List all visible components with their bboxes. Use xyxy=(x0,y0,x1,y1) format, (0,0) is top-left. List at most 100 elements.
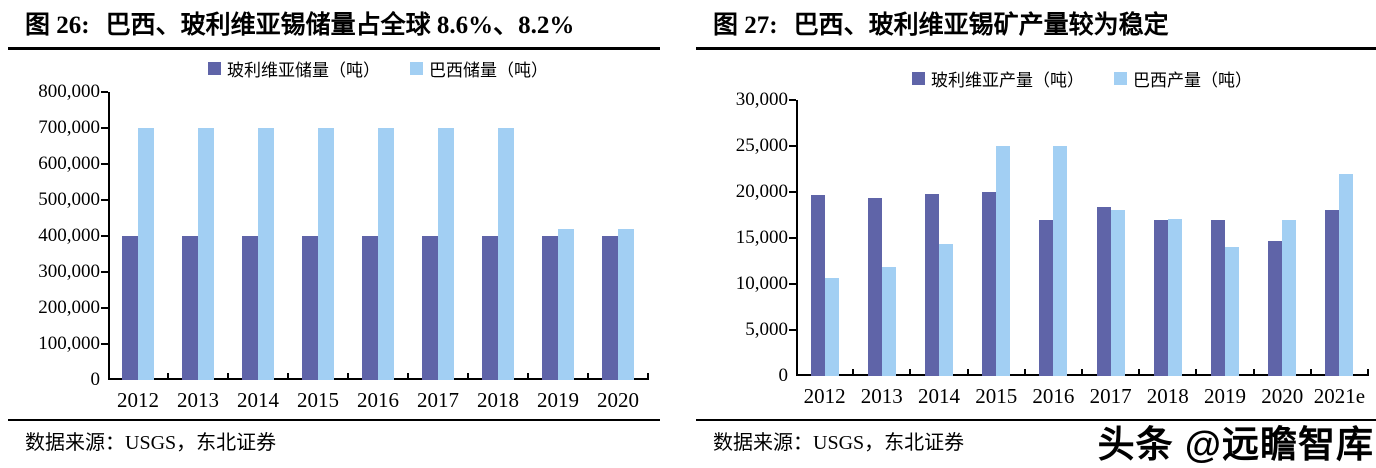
x-axis-tick xyxy=(1195,369,1198,376)
bar-2016 xyxy=(378,128,394,380)
y-axis-tick xyxy=(789,237,796,239)
x-axis-label: 2013 xyxy=(860,384,903,408)
x-axis-label: 2018 xyxy=(477,388,519,412)
bar-2017 xyxy=(422,236,438,380)
x-axis-label: 2021e xyxy=(1313,384,1366,408)
x-axis-tick xyxy=(587,373,589,380)
legend-label: 巴西储量（吨） xyxy=(429,61,548,80)
x-axis-tick xyxy=(527,373,529,380)
figure-26: 图 26: 巴西、玻利维亚锡储量占全球 8.6%、8.2% 玻利维亚储量（吨） 巴西… xyxy=(8,0,660,468)
bar-2017 xyxy=(438,128,454,380)
bar-2020 xyxy=(1282,220,1297,376)
bar-2017 xyxy=(1110,210,1125,376)
figure-label: 图 26: xyxy=(25,12,90,39)
bar-2014 xyxy=(258,128,274,380)
y-axis-tick xyxy=(101,307,108,309)
x-axis-label: 2012 xyxy=(803,384,846,408)
bar-2016 xyxy=(362,236,378,380)
y-axis-label: 0 xyxy=(90,369,101,390)
x-axis-label: 2015 xyxy=(975,384,1018,408)
y-axis-label: 200,000 xyxy=(38,297,100,318)
x-axis-tick xyxy=(966,369,969,376)
x-axis-label: 2016 xyxy=(357,388,399,412)
bar-2014 xyxy=(939,244,953,376)
x-axis-tick xyxy=(1367,369,1369,376)
bar-2019 xyxy=(1225,247,1239,376)
x-axis-tick xyxy=(647,373,649,380)
bar-2016 xyxy=(1053,146,1068,376)
bar-2014 xyxy=(925,194,939,376)
legend-swatch-icon xyxy=(410,62,423,75)
y-axis-label: 20,000 xyxy=(735,181,788,202)
x-axis-tick xyxy=(1309,369,1312,376)
bar-2012 xyxy=(824,278,839,376)
x-axis-tick xyxy=(347,373,349,380)
x-axis-tick xyxy=(1252,369,1255,376)
y-axis-label: 300,000 xyxy=(38,261,100,282)
bar-2019 xyxy=(558,229,574,380)
y-axis-tick xyxy=(789,283,796,285)
y-axis-label: 10,000 xyxy=(735,273,788,294)
bar-2015 xyxy=(318,128,334,380)
legend-item: 玻利维亚产量（吨） xyxy=(912,66,1084,91)
legend-item: 巴西产量（吨） xyxy=(1114,66,1252,91)
x-axis-label: 2018 xyxy=(1146,384,1189,408)
y-axis-tick xyxy=(101,235,108,237)
bar-2018 xyxy=(1153,220,1168,376)
figure-27: 图 27: 巴西、玻利维亚锡矿产量较为稳定 玻利维亚产量（吨） 巴西产量（吨） 数据… xyxy=(696,0,1376,468)
figure-heading: 巴西、玻利维亚锡矿产量较为稳定 xyxy=(793,12,1169,39)
y-axis-label: 5,000 xyxy=(745,319,788,340)
x-axis-tick xyxy=(167,373,169,380)
legend-item: 玻利维亚储量（吨） xyxy=(208,56,380,81)
figure-title: 图 27: 巴西、玻利维亚锡矿产量较为稳定 xyxy=(696,5,1376,50)
x-axis-tick xyxy=(467,373,469,380)
x-axis-tick xyxy=(287,373,289,380)
y-axis-label: 15,000 xyxy=(735,227,788,248)
legend-swatch-icon xyxy=(1114,72,1127,85)
legend-label: 巴西产量（吨） xyxy=(1133,71,1252,90)
bar-2013 xyxy=(867,198,882,376)
x-axis-tick xyxy=(852,369,855,376)
x-axis-tick xyxy=(1023,369,1026,376)
y-axis-label: 500,000 xyxy=(38,189,100,210)
x-axis-label: 2013 xyxy=(177,388,219,412)
source-divider xyxy=(696,419,1376,421)
legend-swatch-icon xyxy=(208,62,221,75)
y-axis-tick xyxy=(101,163,108,165)
x-axis-label: 2016 xyxy=(1032,384,1075,408)
y-axis-tick xyxy=(101,91,108,93)
y-axis-label: 600,000 xyxy=(38,153,100,174)
y-axis-label: 400,000 xyxy=(38,225,100,246)
y-axis-label: 0 xyxy=(778,365,789,386)
watermark: 头条 @远瞻智库 xyxy=(1097,424,1374,465)
y-axis-tick xyxy=(101,127,108,129)
y-axis-tick xyxy=(101,343,108,345)
data-source: 数据来源：USGS，东北证券 xyxy=(713,432,965,454)
bar-2020 xyxy=(602,236,618,380)
bar-2019 xyxy=(542,236,558,380)
legend-label: 玻利维亚产量（吨） xyxy=(931,71,1084,90)
x-axis-label: 2014 xyxy=(918,384,960,408)
bar-2020 xyxy=(618,229,634,380)
y-axis-label: 700,000 xyxy=(38,117,100,138)
legend-item: 巴西储量（吨） xyxy=(410,56,548,81)
y-axis-label: 800,000 xyxy=(38,81,100,102)
x-axis-label: 2012 xyxy=(117,388,159,412)
x-axis-label: 2020 xyxy=(597,388,639,412)
bar-2012 xyxy=(138,128,154,380)
bar-2017 xyxy=(1096,207,1111,376)
x-axis-label: 2020 xyxy=(1261,384,1304,408)
y-axis-label: 100,000 xyxy=(38,333,100,354)
y-axis-tick xyxy=(789,329,796,331)
bar-2021e xyxy=(1325,210,1340,376)
bar-2015 xyxy=(982,192,997,376)
data-source: 数据来源：USGS，东北证券 xyxy=(25,432,277,454)
x-axis-label: 2015 xyxy=(297,388,339,412)
x-axis-label: 2017 xyxy=(1089,384,1132,408)
bar-2012 xyxy=(810,195,825,376)
x-axis-label: 2019 xyxy=(1204,384,1246,408)
bar-2013 xyxy=(182,236,198,380)
bar-2020 xyxy=(1268,241,1283,376)
x-axis-label: 2014 xyxy=(237,388,279,412)
bar-2012 xyxy=(122,236,138,380)
